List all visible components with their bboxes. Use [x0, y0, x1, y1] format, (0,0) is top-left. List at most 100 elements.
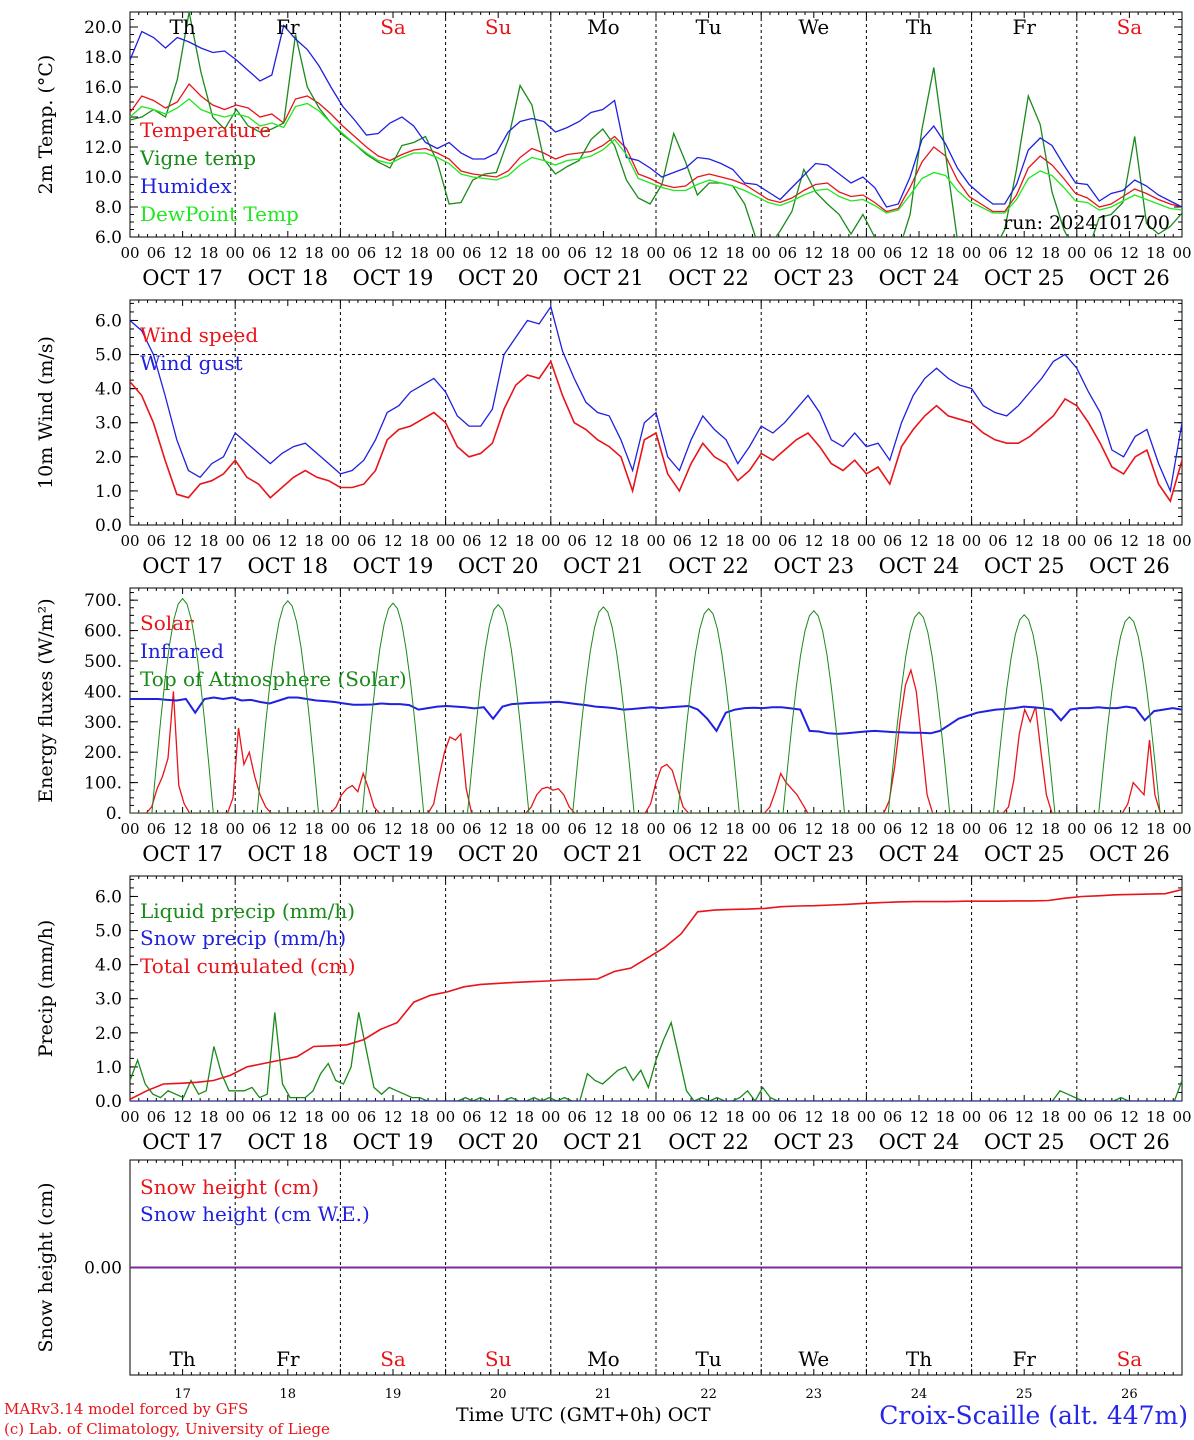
- hour-label: 12: [383, 820, 402, 838]
- toa-solar-arc: [1098, 616, 1161, 813]
- hour-label: 00: [541, 244, 560, 262]
- y-tick-label: 16.0: [84, 78, 122, 98]
- hour-label: 06: [147, 244, 166, 262]
- hour-label: 12: [594, 1108, 613, 1126]
- hour-label: 18: [515, 820, 534, 838]
- date-label: OCT 19: [353, 1130, 434, 1154]
- hour-label: 18: [831, 532, 850, 550]
- hour-label: 06: [988, 1108, 1007, 1126]
- hour-label: 18: [831, 244, 850, 262]
- toa-solar-arc: [256, 600, 319, 813]
- hour-label: 00: [857, 244, 876, 262]
- hour-label: 12: [173, 1108, 192, 1126]
- hour-label: 12: [594, 532, 613, 550]
- hour-label: 18: [725, 820, 744, 838]
- hour-label: 18: [831, 820, 850, 838]
- date-label: OCT 21: [563, 1130, 644, 1154]
- hour-label: 06: [147, 532, 166, 550]
- day-number: 21: [595, 1387, 612, 1402]
- hour-label: 12: [909, 820, 928, 838]
- hour-label: 18: [410, 1108, 429, 1126]
- date-label: OCT 24: [879, 554, 960, 578]
- y-tick-label: 6.0: [95, 228, 122, 248]
- hour-label: 12: [1015, 532, 1034, 550]
- series-line: [130, 305, 1182, 494]
- y-tick-label: 4.0: [95, 956, 122, 976]
- legend-entry: Temperature: [140, 118, 271, 142]
- date-label: OCT 24: [879, 1130, 960, 1154]
- hour-label: 06: [988, 244, 1007, 262]
- y-axis-label: Energy fluxes (W/m²): [35, 598, 57, 802]
- hour-label: 00: [436, 820, 455, 838]
- y-tick-label: 6.0: [95, 887, 122, 907]
- hour-label: 06: [568, 1108, 587, 1126]
- hour-label: 00: [857, 532, 876, 550]
- series-group: [130, 888, 1182, 1101]
- hour-label: 06: [673, 532, 692, 550]
- hour-label: 06: [883, 1108, 902, 1126]
- hour-label: 12: [278, 532, 297, 550]
- date-label: OCT 23: [773, 1130, 854, 1154]
- hour-label: 18: [199, 532, 218, 550]
- hour-label: 12: [804, 244, 823, 262]
- y-tick-label: 0.0: [95, 1092, 122, 1112]
- day-of-week-top: Th: [906, 15, 932, 39]
- hour-label: 06: [462, 244, 481, 262]
- day-number: 17: [174, 1387, 191, 1402]
- hour-label: 12: [909, 1108, 928, 1126]
- hour-label: 18: [410, 532, 429, 550]
- hour-label: 00: [120, 532, 139, 550]
- hour-label: 06: [673, 244, 692, 262]
- series-line: [130, 888, 1182, 1101]
- toa-solar-arc: [572, 606, 635, 813]
- hour-label: 18: [515, 244, 534, 262]
- hour-label: 06: [357, 532, 376, 550]
- date-label: OCT 25: [984, 1130, 1065, 1154]
- y-tick-label: 12.0: [84, 138, 122, 158]
- date-label: OCT 18: [247, 266, 328, 290]
- hour-label: 18: [936, 244, 955, 262]
- date-label: OCT 21: [563, 842, 644, 866]
- date-label: OCT 18: [247, 554, 328, 578]
- legend-entry: Solar: [140, 611, 194, 635]
- legend-entry: DewPoint Temp: [140, 202, 299, 226]
- hour-label: 12: [278, 820, 297, 838]
- hour-label: 00: [752, 1108, 771, 1126]
- hour-label: 12: [804, 1108, 823, 1126]
- hour-label: 18: [199, 244, 218, 262]
- hour-label: 06: [1094, 1108, 1113, 1126]
- panel-2: 0.0 1.0 2.0 3.0 4.0 5.0 6.0 10m Wind (m/s) Wind …: [35, 299, 1192, 578]
- series-line: [130, 24, 1182, 208]
- hour-label: 00: [857, 1108, 876, 1126]
- date-label: OCT 17: [142, 266, 223, 290]
- legend-entry: Snow precip (mm/h): [140, 926, 346, 950]
- hour-label: 00: [331, 244, 350, 262]
- legend-entry: Humidex: [140, 174, 232, 198]
- day-of-week-bottom: Mo: [587, 1347, 620, 1371]
- panel-3: 0. 100. 200. 300. 400. 500. 600. 700. Energy flu…: [35, 587, 1192, 866]
- panel-5: 0.00 Snow height (cm) Snow height (cm) Snow…: [35, 1159, 1183, 1376]
- toa-solar-arc: [677, 607, 740, 813]
- series-group: [130, 12, 1182, 237]
- day-number: 24: [911, 1387, 928, 1402]
- hour-label: 18: [305, 1108, 324, 1126]
- hour-label: 00: [331, 820, 350, 838]
- hour-label: 00: [1172, 1108, 1191, 1126]
- hour-label: 06: [462, 532, 481, 550]
- hour-label: 00: [646, 532, 665, 550]
- hour-label: 06: [252, 532, 271, 550]
- hour-label: 06: [988, 820, 1007, 838]
- legend-entry: Snow height (cm W.E.): [140, 1202, 370, 1226]
- run-annotation: run: 2024101700: [1003, 212, 1170, 234]
- hour-label: 12: [173, 820, 192, 838]
- hour-label: 12: [699, 244, 718, 262]
- hour-label: 18: [831, 1108, 850, 1126]
- legend-entry: Total cumulated (cm): [140, 954, 356, 978]
- legend-entry: Top of Atmosphere (Solar): [140, 667, 407, 691]
- hour-label: 18: [1146, 1108, 1165, 1126]
- hour-label: 12: [1120, 820, 1139, 838]
- hour-label: 06: [778, 1108, 797, 1126]
- y-tick-label: 2.0: [95, 448, 122, 468]
- day-of-week-top: Fr: [1012, 15, 1036, 39]
- hour-label: 06: [462, 820, 481, 838]
